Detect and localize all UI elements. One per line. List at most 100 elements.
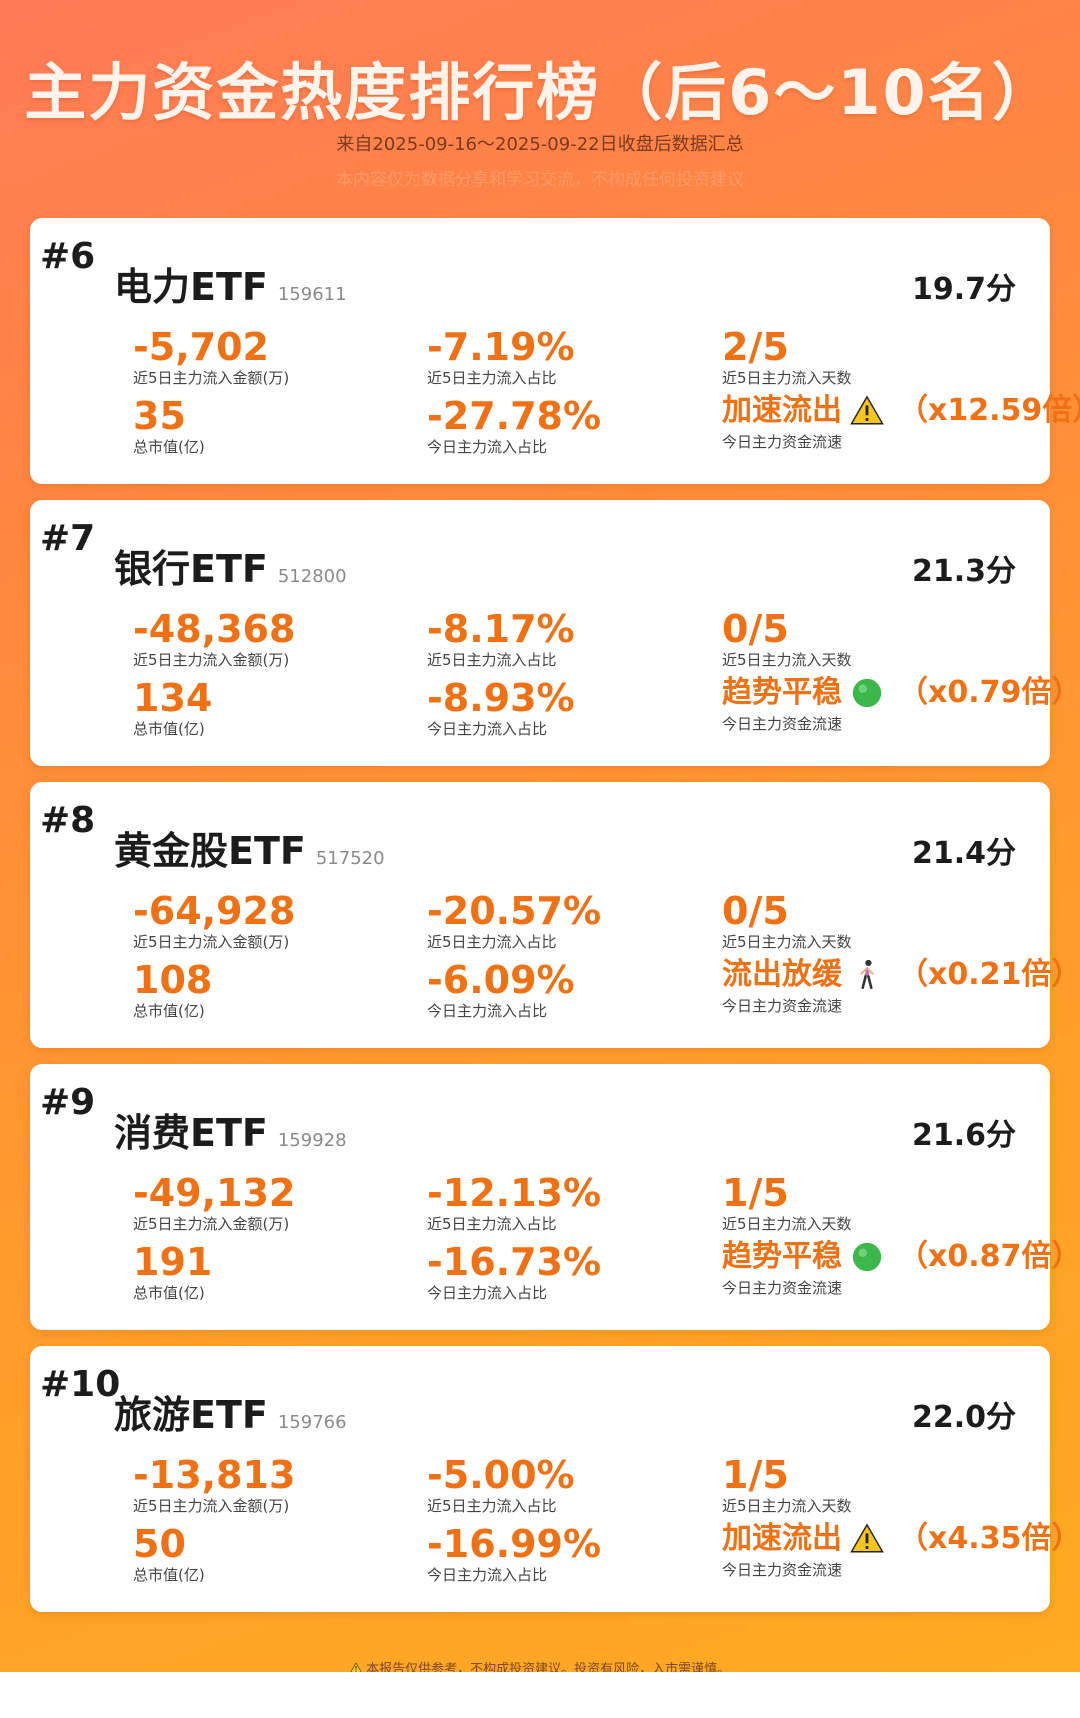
metric-days-5d: 0/5 近5日主力流入天数 [722,890,852,952]
metric-days-5d: 1/5 近5日主力流入天数 [722,1172,852,1234]
metric-days-5d: 2/5 近5日主力流入天数 [722,326,852,388]
metric-ratio-today: -6.09% 今日主力流入占比 [427,959,575,1021]
metric-inflow-5d: -13,813 近5日主力流入金额(万) [133,1454,295,1516]
metric-value: -8.93% [427,676,575,720]
metric-inflow-5d: -48,368 近5日主力流入金额(万) [133,608,295,670]
speed-status: 加速流出 [722,393,842,428]
heat-score: 21.3分 [911,554,1016,589]
etf-name-row: 旅游ETF 159766 [114,1384,347,1439]
metric-value: -13,813 [133,1453,296,1497]
etf-code: 159611 [277,284,347,305]
speed-multiplier: （x0.79倍） [898,675,1080,710]
metric-days-5d: 0/5 近5日主力流入天数 [722,608,852,670]
metric-label: 近5日主力流入占比 [427,369,557,387]
metric-value: -49,132 [133,1171,296,1215]
metric-value: 134 [133,676,213,720]
metric-market-cap: 35 总市值(亿) [133,395,205,457]
metric-label: 近5日主力流入天数 [722,1215,852,1233]
speed-status: 趋势平稳 [722,675,842,710]
green-circle-icon [850,1240,884,1274]
metric-value: 50 [133,1522,186,1566]
metric-label: 总市值(亿) [133,1284,205,1302]
metric-label: 近5日主力流入占比 [427,1215,557,1233]
metric-label: 近5日主力流入金额(万) [133,369,290,387]
heat-score: 21.6分 [911,1118,1016,1153]
speed-multiplier: （x12.59倍） [898,393,1080,428]
metric-value: 108 [133,958,213,1002]
metric-value: -7.19% [427,325,575,369]
metric-value: -48,368 [133,607,296,651]
metric-value: -20.57% [427,889,602,933]
metric-value: 0/5 [722,889,789,933]
etf-name-row: 消费ETF 159928 [114,1102,347,1157]
metric-label: 近5日主力流入天数 [722,933,852,951]
metric-value: 0/5 [722,607,789,651]
metric-value: -5,702 [133,325,269,369]
etf-card: #10 旅游ETF 159766 22.0分 -13,813 近5日主力流入金额(万) 50… [30,1346,1080,1612]
metric-label: 今日主力流入占比 [427,1284,548,1302]
rank-badge: #9 [40,1082,96,1123]
rank-badge: #6 [40,236,96,277]
etf-name: 银行ETF [114,547,268,591]
etf-name: 黄金股ETF [114,829,306,873]
footer-disclaimer: 本报告仅供参考，不构成投资建议。投资有风险，入市需谨慎。 [0,1658,1080,1672]
metric-label: 今日主力流入占比 [427,438,548,456]
etf-code: 159766 [277,1412,347,1433]
metric-label: 今日主力流入占比 [427,720,548,738]
metric-inflow-5d: -5,702 近5日主力流入金额(万) [133,326,289,388]
rank-badge: #7 [40,518,96,559]
metric-ratio-5d: -5.00% 近5日主力流入占比 [427,1454,575,1516]
metric-label: 总市值(亿) [133,438,205,456]
etf-name-row: 银行ETF 512800 [114,538,347,593]
report-page: 主力资金热度排行榜（后6～10名） 来自2025-09-16～2025-09-2… [0,0,1080,1672]
speed-multiplier: （x0.87倍） [898,1239,1080,1274]
metric-value: 1/5 [722,1453,789,1497]
etf-code: 159928 [277,1130,347,1151]
speed-status: 加速流出 [722,1521,842,1556]
metric-label: 近5日主力流入占比 [427,651,557,669]
metric-label: 今日主力资金流速 [722,997,843,1015]
etf-name-row: 电力ETF 159611 [114,256,347,311]
etf-code: 512800 [277,566,347,587]
metric-value: 1/5 [722,1171,789,1215]
metric-speed-today: 加速流出 （x4.35倍） 今日主力资金流速 [722,1518,1080,1580]
metric-value: -16.73% [427,1240,602,1284]
metric-market-cap: 108 总市值(亿) [133,959,212,1021]
page-subtitle: 来自2025-09-16～2025-09-22日收盘后数据汇总 [336,134,744,155]
etf-name: 旅游ETF [114,1393,268,1437]
metric-market-cap: 191 总市值(亿) [133,1241,212,1303]
metric-inflow-5d: -49,132 近5日主力流入金额(万) [133,1172,295,1234]
footer-text: 本报告仅供参考，不构成投资建议。投资有风险，入市需谨慎。 [366,1662,731,1672]
metric-label: 总市值(亿) [133,1002,205,1020]
metric-ratio-today: -16.99% 今日主力流入占比 [427,1523,601,1585]
metric-days-5d: 1/5 近5日主力流入天数 [722,1454,852,1516]
metric-label: 今日主力流入占比 [427,1002,548,1020]
metric-ratio-5d: -20.57% 近5日主力流入占比 [427,890,601,952]
metric-ratio-5d: -8.17% 近5日主力流入占比 [427,608,575,670]
warning-icon [850,394,884,428]
metric-label: 近5日主力流入占比 [427,1497,557,1515]
heat-score: 19.7分 [911,272,1016,307]
metric-market-cap: 50 总市值(亿) [133,1523,205,1585]
metric-market-cap: 134 总市值(亿) [133,677,212,739]
metric-label: 近5日主力流入天数 [722,1497,852,1515]
etf-name: 消费ETF [114,1111,268,1155]
green-circle-icon [850,676,884,710]
warning-icon [350,1661,362,1672]
metric-value: -12.13% [427,1171,602,1215]
metric-label: 今日主力资金流速 [722,715,843,733]
metric-label: 总市值(亿) [133,1566,205,1584]
walking-person-icon [850,958,884,992]
metric-label: 近5日主力流入金额(万) [133,1497,290,1515]
rank-badge: #10 [40,1364,121,1405]
heat-score: 22.0分 [911,1400,1016,1435]
etf-card: #7 银行ETF 512800 21.3分 -48,368 近5日主力流入金额(万) 134… [30,500,1080,766]
etf-code: 517520 [315,848,385,869]
metric-label: 近5日主力流入占比 [427,933,557,951]
metric-value: 35 [133,394,186,438]
metric-ratio-5d: -12.13% 近5日主力流入占比 [427,1172,601,1234]
metric-label: 近5日主力流入天数 [722,651,852,669]
metric-label: 今日主力资金流速 [722,1279,843,1297]
metric-inflow-5d: -64,928 近5日主力流入金额(万) [133,890,295,952]
metric-value: -6.09% [427,958,575,1002]
